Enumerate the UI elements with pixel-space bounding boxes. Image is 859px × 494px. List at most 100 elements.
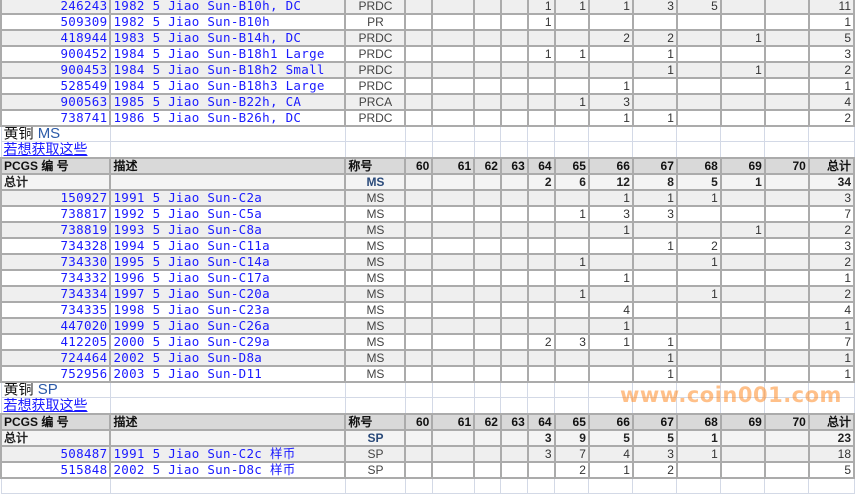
pcgs-number-link[interactable]: 246243 [0, 0, 112, 15]
column-header-description[interactable]: 描述 [109, 413, 347, 431]
get-data-link[interactable]: 若想获取这些 [3, 141, 88, 157]
pcgs-number-link[interactable]: 724464 [0, 349, 112, 367]
pcgs-number-link[interactable]: 150927 [0, 189, 112, 207]
column-header-designation[interactable]: 称号 [344, 157, 407, 175]
column-header-pcgs[interactable]: PCGS 编 号 [0, 413, 112, 431]
column-header-grade-69[interactable]: 69 [719, 413, 766, 431]
coin-description-link[interactable]: 1997 5 Jiao Sun-C20a [109, 285, 347, 303]
grade-count-60 [404, 205, 434, 223]
grade-count-64 [526, 301, 556, 319]
coin-description-link[interactable]: 1984 5 Jiao Sun-B18h3 Large [109, 77, 347, 95]
coin-description-link[interactable]: 2003 5 Jiao Sun-D11 [109, 365, 347, 383]
grade-count-66: 4 [587, 445, 634, 463]
column-header-grade-62[interactable]: 62 [473, 157, 502, 175]
coin-description-link[interactable]: 1994 5 Jiao Sun-C11a [109, 237, 347, 255]
designation: PRDC [344, 77, 407, 95]
coin-description-link[interactable]: 1984 5 Jiao Sun-B18h2 Small [109, 61, 347, 79]
pcgs-number-link[interactable]: 900452 [0, 45, 112, 63]
column-header-grade-64[interactable]: 64 [526, 157, 556, 175]
column-header-grade-68[interactable]: 68 [675, 157, 722, 175]
column-header-description[interactable]: 描述 [109, 157, 347, 175]
coin-description-link[interactable]: 1986 5 Jiao Sun-B26h, DC [109, 109, 347, 127]
column-header-grade-66[interactable]: 66 [587, 157, 634, 175]
column-header-grade-60[interactable]: 60 [404, 413, 434, 431]
coin-description-link[interactable]: 1996 5 Jiao Sun-C17a [109, 269, 347, 287]
column-header-grade-70[interactable]: 70 [763, 413, 810, 431]
section-metal: 黄铜 [3, 382, 34, 398]
total-grade-69: 1 [719, 173, 766, 191]
column-header-grade-64[interactable]: 64 [526, 413, 556, 431]
grade-count-68: 1 [675, 445, 722, 463]
pcgs-number-link[interactable]: 734334 [0, 285, 112, 303]
pcgs-number-link[interactable]: 738819 [0, 221, 112, 239]
coin-row: 246243 1982 5 Jiao Sun-B10h, DC PRDC 1 1 1 3 5 1… [0, 0, 856, 15]
grade-count-61 [431, 29, 476, 47]
pcgs-number-link[interactable]: 900563 [0, 93, 112, 111]
column-header-grade-61[interactable]: 61 [431, 413, 476, 431]
grade-count-66: 1 [587, 189, 634, 207]
pcgs-number-link[interactable]: 752956 [0, 365, 112, 383]
coin-description-link[interactable]: 1998 5 Jiao Sun-C23a [109, 301, 347, 319]
grade-count-64 [526, 237, 556, 255]
pcgs-number-link[interactable]: 418944 [0, 29, 112, 47]
coin-description-link[interactable]: 2000 5 Jiao Sun-C29a [109, 333, 347, 351]
pcgs-number-link[interactable]: 412205 [0, 333, 112, 351]
pcgs-number-link[interactable]: 734332 [0, 269, 112, 287]
column-header-grade-63[interactable]: 63 [499, 157, 529, 175]
coin-description-link[interactable]: 1984 5 Jiao Sun-B18h1 Large [109, 45, 347, 63]
pcgs-number-link[interactable]: 447020 [0, 317, 112, 335]
grade-count-63 [499, 205, 529, 223]
coin-description-link[interactable]: 2002 5 Jiao Sun-D8c 样币 [109, 461, 347, 479]
total-grade-70 [763, 173, 810, 191]
coin-description-link[interactable]: 1982 5 Jiao Sun-B10h, DC [109, 0, 347, 15]
column-header-grade-60[interactable]: 60 [404, 157, 434, 175]
column-header-designation[interactable]: 称号 [344, 413, 407, 431]
total-grade-69 [719, 429, 766, 447]
coin-description-link[interactable]: 1993 5 Jiao Sun-C8a [109, 221, 347, 239]
pcgs-number-link[interactable]: 509309 [0, 13, 112, 31]
column-header-grade-62[interactable]: 62 [473, 413, 502, 431]
total-grade-61 [431, 429, 476, 447]
column-header-grade-70[interactable]: 70 [763, 157, 810, 175]
grade-count-68 [675, 29, 722, 47]
pcgs-number-link[interactable]: 900453 [0, 61, 112, 79]
column-header-grade-66[interactable]: 66 [587, 413, 634, 431]
column-header-pcgs[interactable]: PCGS 编 号 [0, 157, 112, 175]
total-grade-62 [473, 429, 502, 447]
column-header-grade-61[interactable]: 61 [431, 157, 476, 175]
coin-description-link[interactable]: 1992 5 Jiao Sun-C5a [109, 205, 347, 223]
grade-count-63 [499, 301, 529, 319]
coin-description-link[interactable]: 1991 5 Jiao Sun-C2a [109, 189, 347, 207]
column-header-grade-65[interactable]: 65 [553, 413, 590, 431]
coin-row: 509309 1982 5 Jiao Sun-B10h PR 1 1 [0, 13, 856, 31]
grade-count-61 [431, 77, 476, 95]
coin-description-link[interactable]: 1991 5 Jiao Sun-C2c 样币 [109, 445, 347, 463]
get-data-link[interactable]: 若想获取这些 [3, 397, 88, 413]
pcgs-number-link[interactable]: 528549 [0, 77, 112, 95]
pcgs-number-link[interactable]: 734335 [0, 301, 112, 319]
column-header-grade-65[interactable]: 65 [553, 157, 590, 175]
coin-description-link[interactable]: 1982 5 Jiao Sun-B10h [109, 13, 347, 31]
pcgs-number-link[interactable]: 508487 [0, 445, 112, 463]
grade-count-69 [719, 445, 766, 463]
pcgs-number-link[interactable]: 738817 [0, 205, 112, 223]
coin-description-link[interactable]: 1983 5 Jiao Sun-B14h, DC [109, 29, 347, 47]
column-header-total[interactable]: 总计 [807, 157, 856, 175]
pcgs-number-link[interactable]: 515848 [0, 461, 112, 479]
pcgs-number-link[interactable]: 734330 [0, 253, 112, 271]
pcgs-number-link[interactable]: 738741 [0, 109, 112, 127]
column-header-grade-63[interactable]: 63 [499, 413, 529, 431]
coin-description-link[interactable]: 1985 5 Jiao Sun-B22h, CA [109, 93, 347, 111]
grade-count-70 [763, 109, 810, 127]
column-header-grade-69[interactable]: 69 [719, 157, 766, 175]
column-header-total[interactable]: 总计 [807, 413, 856, 431]
coin-description-link[interactable]: 2002 5 Jiao Sun-D8a [109, 349, 347, 367]
coin-description-link[interactable]: 1995 5 Jiao Sun-C14a [109, 253, 347, 271]
column-header-grade-68[interactable]: 68 [675, 413, 722, 431]
grade-count-68 [675, 349, 722, 367]
row-total: 11 [807, 0, 856, 15]
pcgs-number-link[interactable]: 734328 [0, 237, 112, 255]
coin-description-link[interactable]: 1999 5 Jiao Sun-C26a [109, 317, 347, 335]
column-header-grade-67[interactable]: 67 [631, 413, 678, 431]
column-header-grade-67[interactable]: 67 [631, 157, 678, 175]
